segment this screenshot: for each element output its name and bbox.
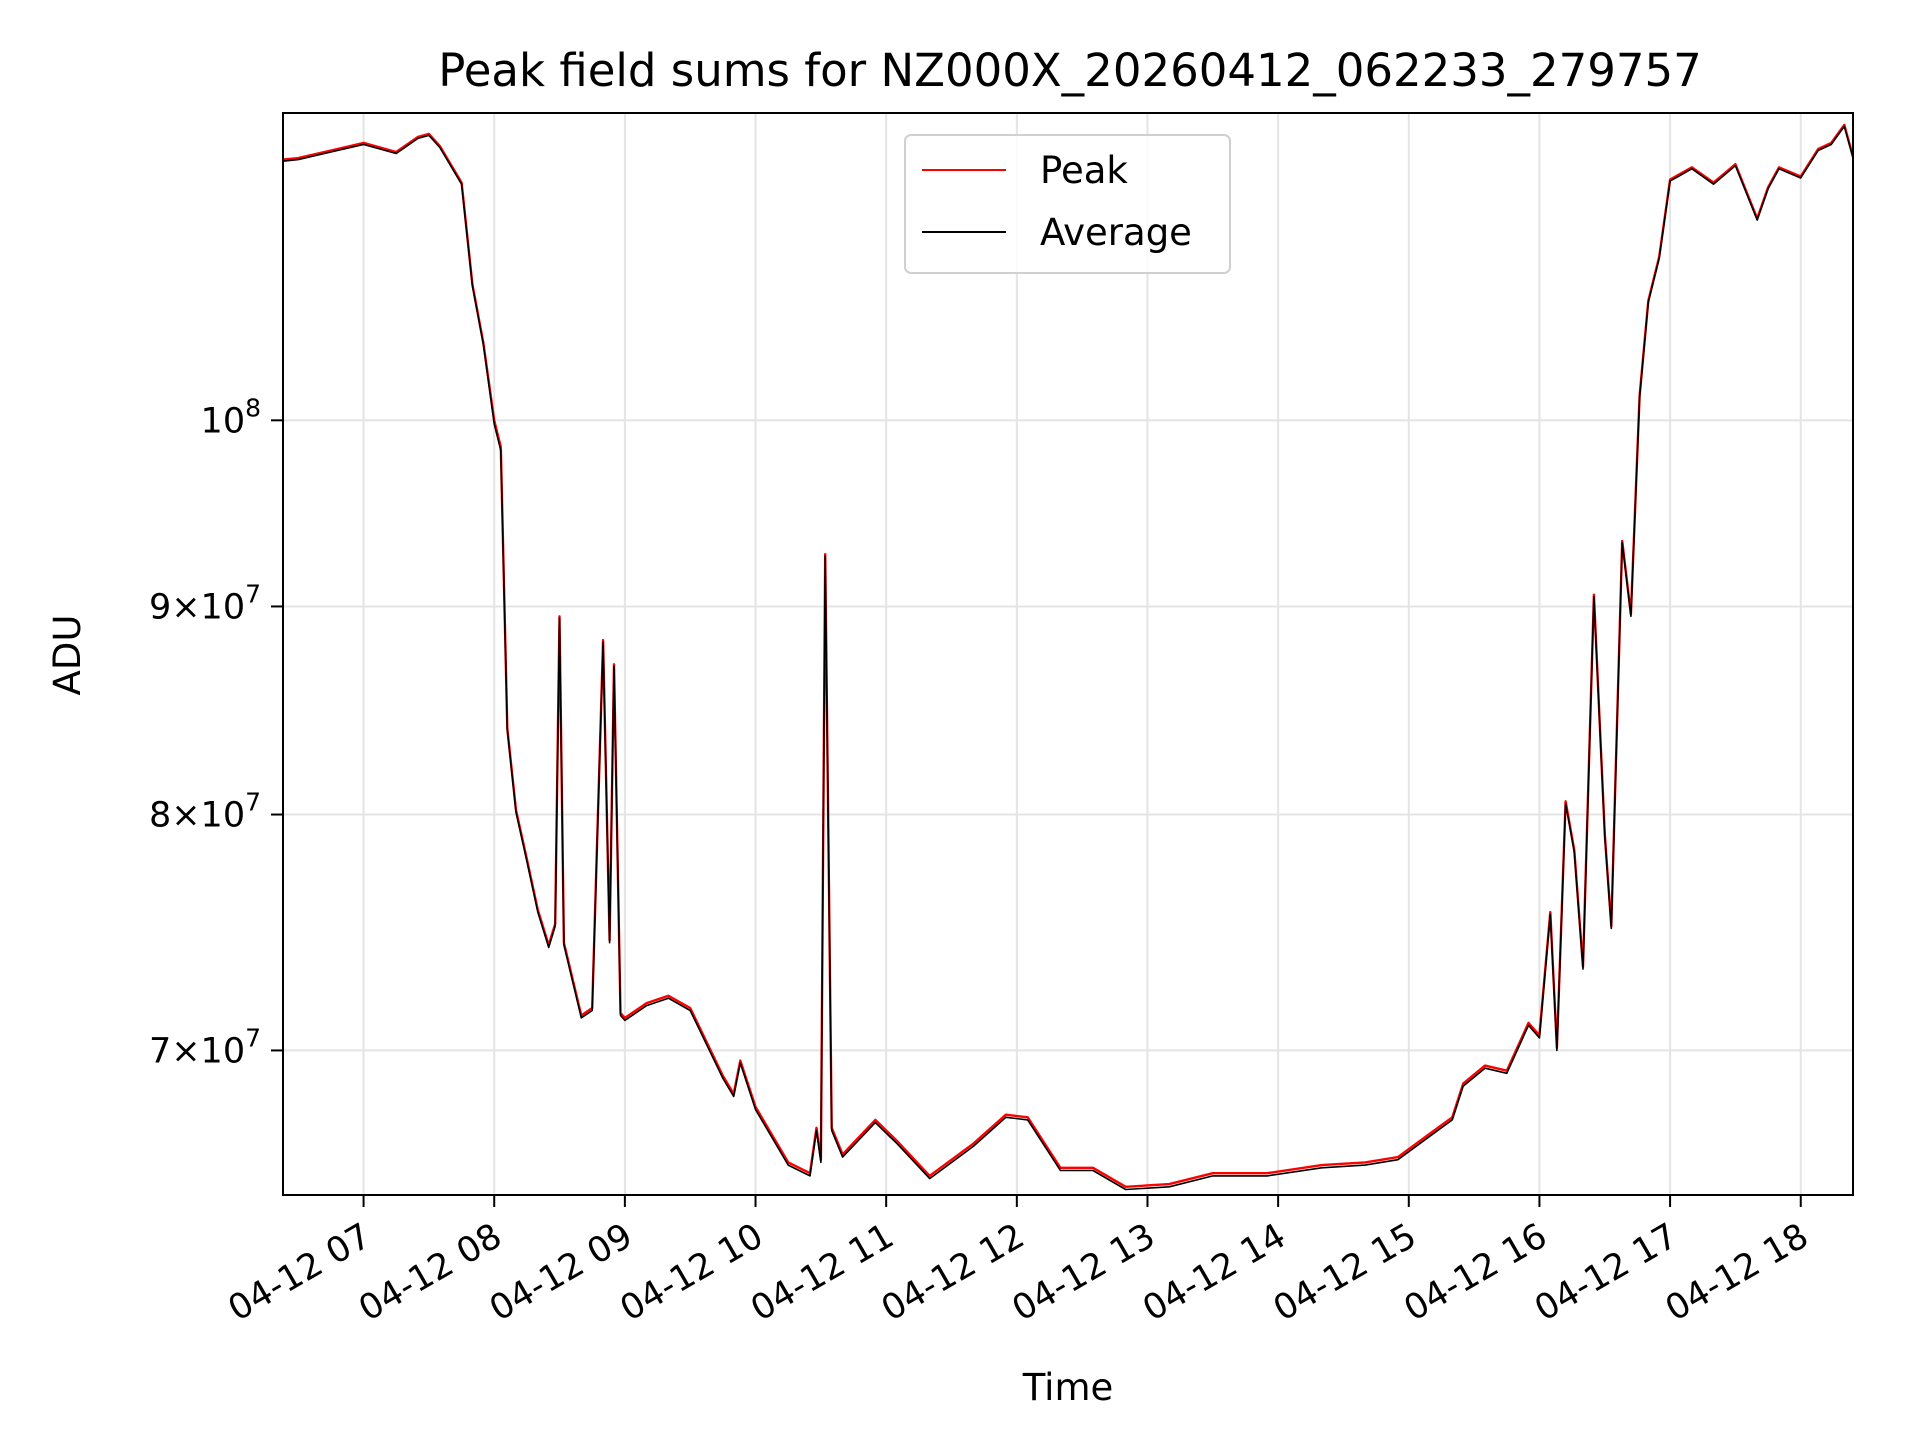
plot-frame bbox=[282, 112, 1854, 1196]
y-tick-label: 8×107 bbox=[149, 788, 261, 836]
y-tick-label: 9×107 bbox=[149, 579, 261, 627]
legend: Peak Average bbox=[904, 134, 1231, 274]
y-axis-label: ADU bbox=[46, 615, 89, 696]
chart-title: Peak field sums for NZ000X_20260412_0622… bbox=[438, 44, 1702, 97]
y-tick-exponent: 7 bbox=[245, 1023, 261, 1052]
legend-label: Peak bbox=[1040, 149, 1128, 192]
y-tick-exponent: 7 bbox=[245, 788, 261, 817]
plot-lines bbox=[282, 123, 1855, 1191]
y-tick-exponent: 7 bbox=[245, 579, 261, 608]
y-tick-label: 7×107 bbox=[149, 1023, 261, 1071]
series-line-average bbox=[282, 125, 1854, 1191]
x-axis-label: Time bbox=[1022, 1366, 1114, 1409]
legend-label: Average bbox=[1040, 211, 1192, 254]
grid bbox=[283, 113, 1853, 1195]
y-tick-exponent: 8 bbox=[245, 393, 261, 422]
